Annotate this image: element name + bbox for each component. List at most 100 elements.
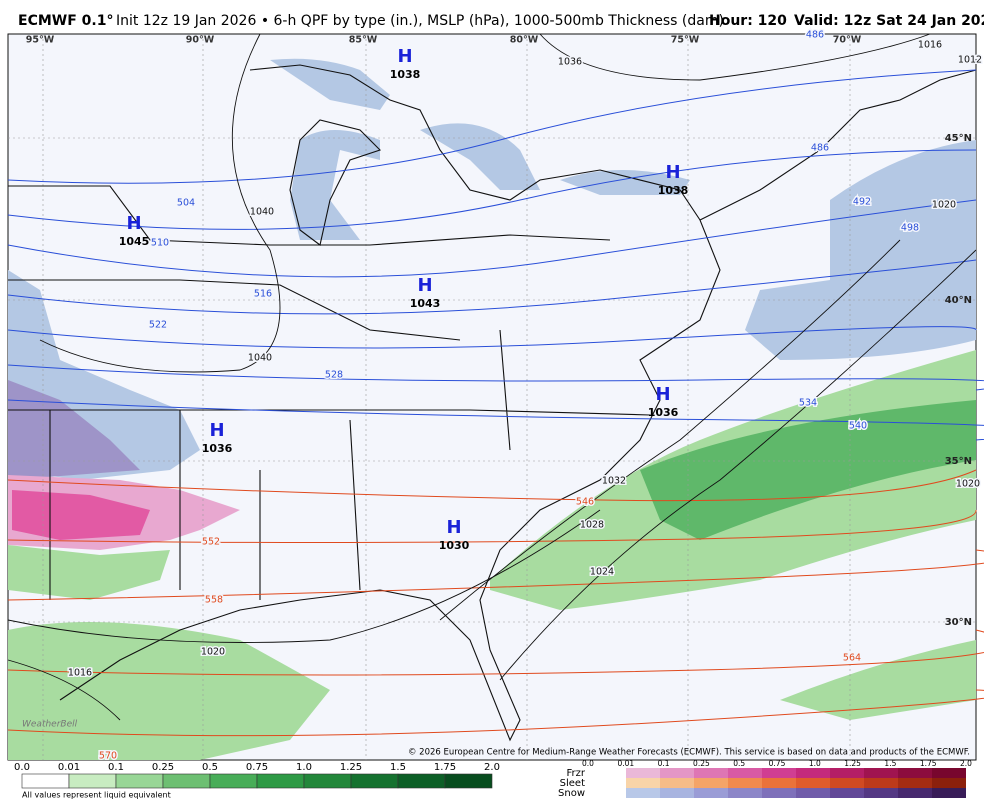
isobar-label: 1020 (932, 200, 956, 211)
high-pressure: 1043 (410, 297, 441, 310)
isobar-label: 1016 (918, 40, 942, 51)
run-info: Init 12z 19 Jan 2026 • 6-h QPF by type (… (116, 13, 724, 29)
thickness-label: 510 (151, 238, 169, 249)
thickness-label: 570 (99, 751, 117, 762)
thickness-label: 486 (811, 143, 829, 154)
legend: 0.0 0.01 0.1 0.25 0.5 0.75 1.0 1.25 1.5 1.75 2.0 Al… (14, 759, 972, 800)
thickness-label: 522 (149, 320, 167, 331)
ptype-swatch (660, 788, 694, 798)
map-labels: 95°W 90°W 85°W 80°W 75°W 70°W 45°N 40°N 35°N 30°N… (26, 28, 984, 763)
ptype-label: Frzr (567, 768, 586, 779)
qpf-tick: 1.25 (340, 762, 362, 773)
high-pressure: 1030 (439, 539, 470, 552)
longitude-label: 85°W (349, 35, 378, 46)
high-pressure: 1036 (202, 442, 233, 455)
qpf-tick: 0.75 (246, 762, 268, 773)
latitude-label: 45°N (945, 133, 972, 144)
thickness-label: 534 (799, 398, 817, 409)
high-symbol: H (209, 420, 224, 441)
ptype-swatch (728, 788, 762, 798)
high-symbol: H (126, 213, 141, 234)
isobar-label: 1012 (958, 55, 982, 66)
qpf-tick: 1.5 (390, 762, 406, 773)
ptype-swatch (898, 768, 932, 778)
ptype-swatch (728, 778, 762, 788)
ptype-swatch (864, 778, 898, 788)
ptype-swatch (830, 788, 864, 798)
ptype-label: Sleet (560, 778, 585, 789)
ptype-swatch (660, 778, 694, 788)
thickness-label: 540 (849, 421, 867, 432)
isobar-label: 1028 (580, 520, 604, 531)
qpf-note: All values represent liquid equivalent (22, 791, 171, 800)
map: 95°W 90°W 85°W 80°W 75°W 70°W 45°N 40°N 35°N 30°N… (7, 28, 984, 763)
ptype-tick: 0.5 (733, 759, 745, 768)
ptype-tick: 1.5 (884, 759, 896, 768)
ptype-swatch (626, 778, 660, 788)
thickness-label: 498 (901, 223, 919, 234)
longitude-label: 80°W (510, 35, 539, 46)
isobar-label: 1032 (602, 476, 626, 487)
high-symbol: H (417, 275, 432, 296)
ptype-swatch (932, 768, 966, 778)
ptype-swatch (694, 788, 728, 798)
thickness-label: 564 (843, 653, 861, 664)
thickness-label: 546 (576, 497, 594, 508)
high-pressure: 1045 (119, 235, 150, 248)
ptype-tick: 1.25 (844, 759, 861, 768)
thickness-label: 492 (853, 197, 871, 208)
latitude-label: 30°N (945, 617, 972, 628)
ptype-label: Snow (558, 788, 585, 799)
ptype-swatch (660, 768, 694, 778)
ptype-swatch (864, 788, 898, 798)
longitude-label: 90°W (186, 35, 215, 46)
qpf-swatch (350, 773, 399, 789)
ptype-tick: 0.01 (617, 759, 634, 768)
qpf-tick: 1.75 (434, 762, 456, 773)
ptype-swatch (864, 768, 898, 778)
isobar-label: 1020 (201, 647, 225, 658)
copyright: © 2026 European Centre for Medium-Range … (408, 748, 970, 758)
ptype-tick: 0.75 (769, 759, 786, 768)
ptype-swatch (830, 768, 864, 778)
high-symbol: H (397, 46, 412, 67)
qpf-swatch (21, 773, 70, 789)
thickness-label: 528 (325, 370, 343, 381)
thickness-lines (7, 69, 984, 737)
thickness-label: 504 (177, 198, 195, 209)
longitude-label: 95°W (26, 35, 55, 46)
qpf-swatch (68, 773, 117, 789)
coastlines (8, 64, 977, 742)
credit-logo: WeatherBell (22, 720, 78, 730)
thickness-label: 486 (806, 30, 824, 41)
ptype-swatch (626, 788, 660, 798)
longitude-label: 75°W (671, 35, 700, 46)
isobar-label: 1020 (956, 479, 980, 490)
hour: Hour: 120 (709, 13, 787, 29)
ptype-swatch (796, 788, 830, 798)
ptype-tick: 0.1 (658, 759, 670, 768)
ptype-swatch (830, 778, 864, 788)
qpf-swatch (303, 773, 352, 789)
high-pressure: 1036 (648, 406, 679, 419)
ptype-swatch (932, 788, 966, 798)
thickness-label: 516 (254, 289, 272, 300)
ptype-tick: 1.0 (809, 759, 821, 768)
qpf-tick: 0.0 (14, 762, 30, 773)
qpf-tick: 0.25 (152, 762, 174, 773)
qpf-swatch (162, 773, 211, 789)
qpf-swatch (444, 773, 493, 789)
isobar-label: 1040 (248, 353, 272, 364)
high-symbol: H (655, 384, 670, 405)
longitude-label: 70°W (833, 35, 862, 46)
ptype-swatch (898, 788, 932, 798)
ptype-tick: 0.0 (582, 759, 594, 768)
isobar-label: 1036 (558, 57, 582, 68)
qpf-swatch (256, 773, 305, 789)
ptype-swatch (694, 778, 728, 788)
ptype-swatch (762, 788, 796, 798)
latitude-label: 40°N (945, 295, 972, 306)
ptype-tick: 1.75 (920, 759, 937, 768)
high-pressure: 1038 (658, 184, 689, 197)
